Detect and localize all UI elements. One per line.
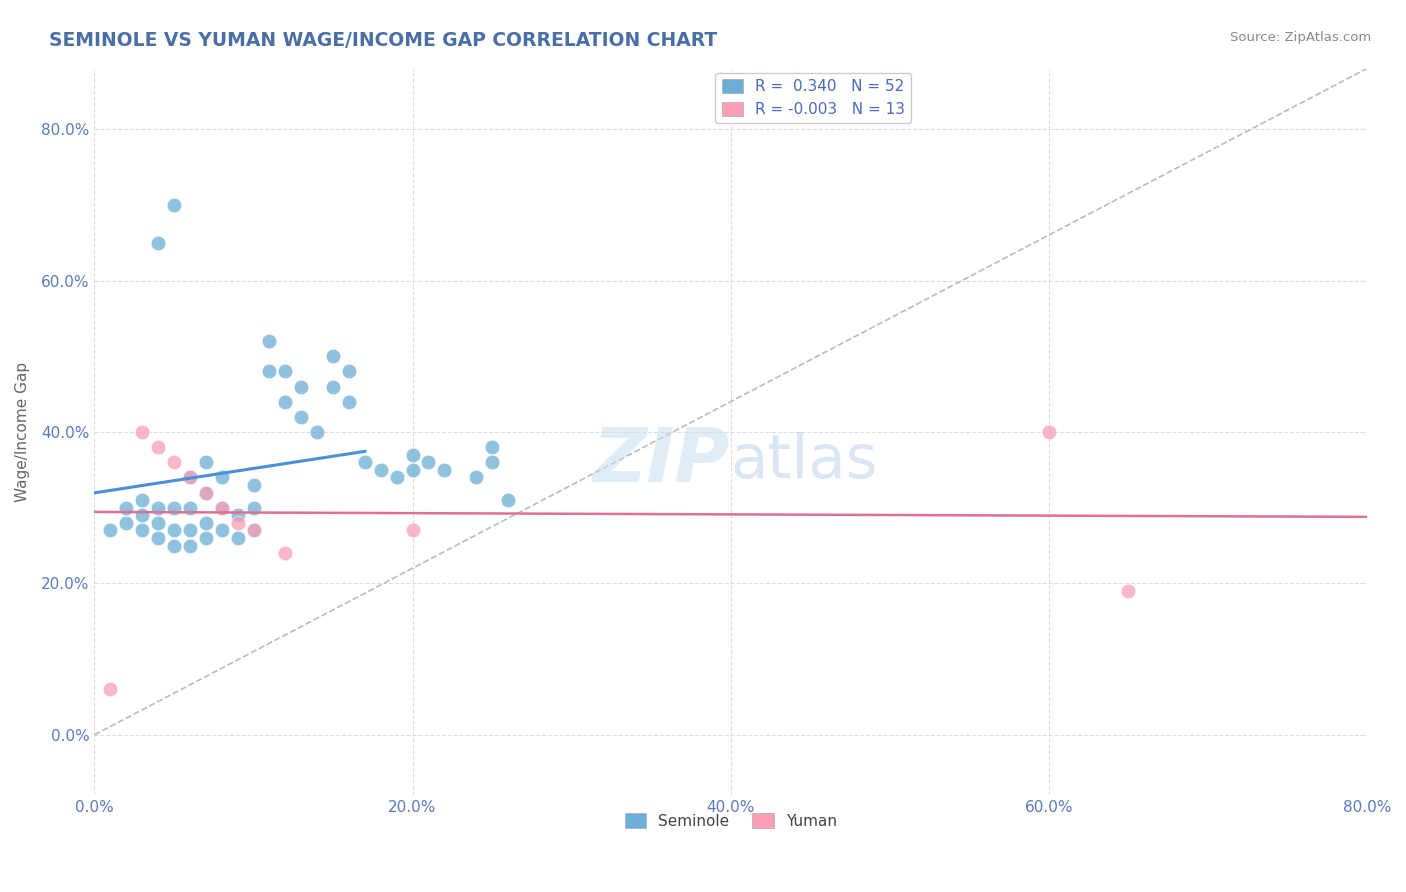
Point <box>146 235 169 250</box>
Point <box>242 500 264 515</box>
Point <box>322 379 344 393</box>
Text: SEMINOLE VS YUMAN WAGE/INCOME GAP CORRELATION CHART: SEMINOLE VS YUMAN WAGE/INCOME GAP CORREL… <box>49 31 717 50</box>
Point <box>226 516 249 530</box>
Point <box>100 682 122 697</box>
Point <box>337 394 360 409</box>
Point <box>146 500 169 515</box>
Point <box>194 516 217 530</box>
Point <box>433 463 456 477</box>
Point <box>322 349 344 363</box>
Point <box>211 500 233 515</box>
Point <box>146 440 169 454</box>
Point <box>131 425 153 439</box>
Legend: Seminole, Yuman: Seminole, Yuman <box>619 807 842 835</box>
Point <box>242 478 264 492</box>
Point <box>401 524 423 538</box>
Point <box>131 493 153 508</box>
Point <box>274 394 297 409</box>
Point <box>115 516 138 530</box>
Point <box>496 493 519 508</box>
Point <box>163 539 186 553</box>
Point <box>194 485 217 500</box>
Point <box>481 440 503 454</box>
Point <box>163 198 186 212</box>
Point <box>115 500 138 515</box>
Point <box>131 524 153 538</box>
Y-axis label: Wage/Income Gap: Wage/Income Gap <box>15 362 30 502</box>
Point <box>401 463 423 477</box>
Point <box>131 508 153 523</box>
Point <box>211 524 233 538</box>
Point <box>481 455 503 469</box>
Point <box>242 524 264 538</box>
Point <box>100 524 122 538</box>
Point <box>1038 425 1060 439</box>
Point <box>307 425 329 439</box>
Point <box>211 470 233 484</box>
Point <box>226 508 249 523</box>
Point <box>163 524 186 538</box>
Text: atlas: atlas <box>731 432 879 491</box>
Point <box>211 500 233 515</box>
Point <box>179 470 201 484</box>
Point <box>290 379 312 393</box>
Point <box>259 364 281 378</box>
Point <box>290 409 312 424</box>
Point <box>194 485 217 500</box>
Point <box>465 470 488 484</box>
Point <box>274 546 297 560</box>
Point <box>401 448 423 462</box>
Point <box>194 531 217 545</box>
Point <box>179 539 201 553</box>
Point <box>274 364 297 378</box>
Point <box>179 524 201 538</box>
Point <box>163 500 186 515</box>
Point <box>194 455 217 469</box>
Point <box>1116 584 1139 599</box>
Point <box>179 470 201 484</box>
Point <box>385 470 408 484</box>
Point <box>226 531 249 545</box>
Point <box>242 524 264 538</box>
Point <box>337 364 360 378</box>
Point <box>146 531 169 545</box>
Point <box>353 455 375 469</box>
Point <box>259 334 281 348</box>
Text: ZIP: ZIP <box>593 425 731 498</box>
Point <box>163 455 186 469</box>
Point <box>146 516 169 530</box>
Text: Source: ZipAtlas.com: Source: ZipAtlas.com <box>1230 31 1371 45</box>
Point <box>370 463 392 477</box>
Point <box>418 455 440 469</box>
Point <box>179 500 201 515</box>
